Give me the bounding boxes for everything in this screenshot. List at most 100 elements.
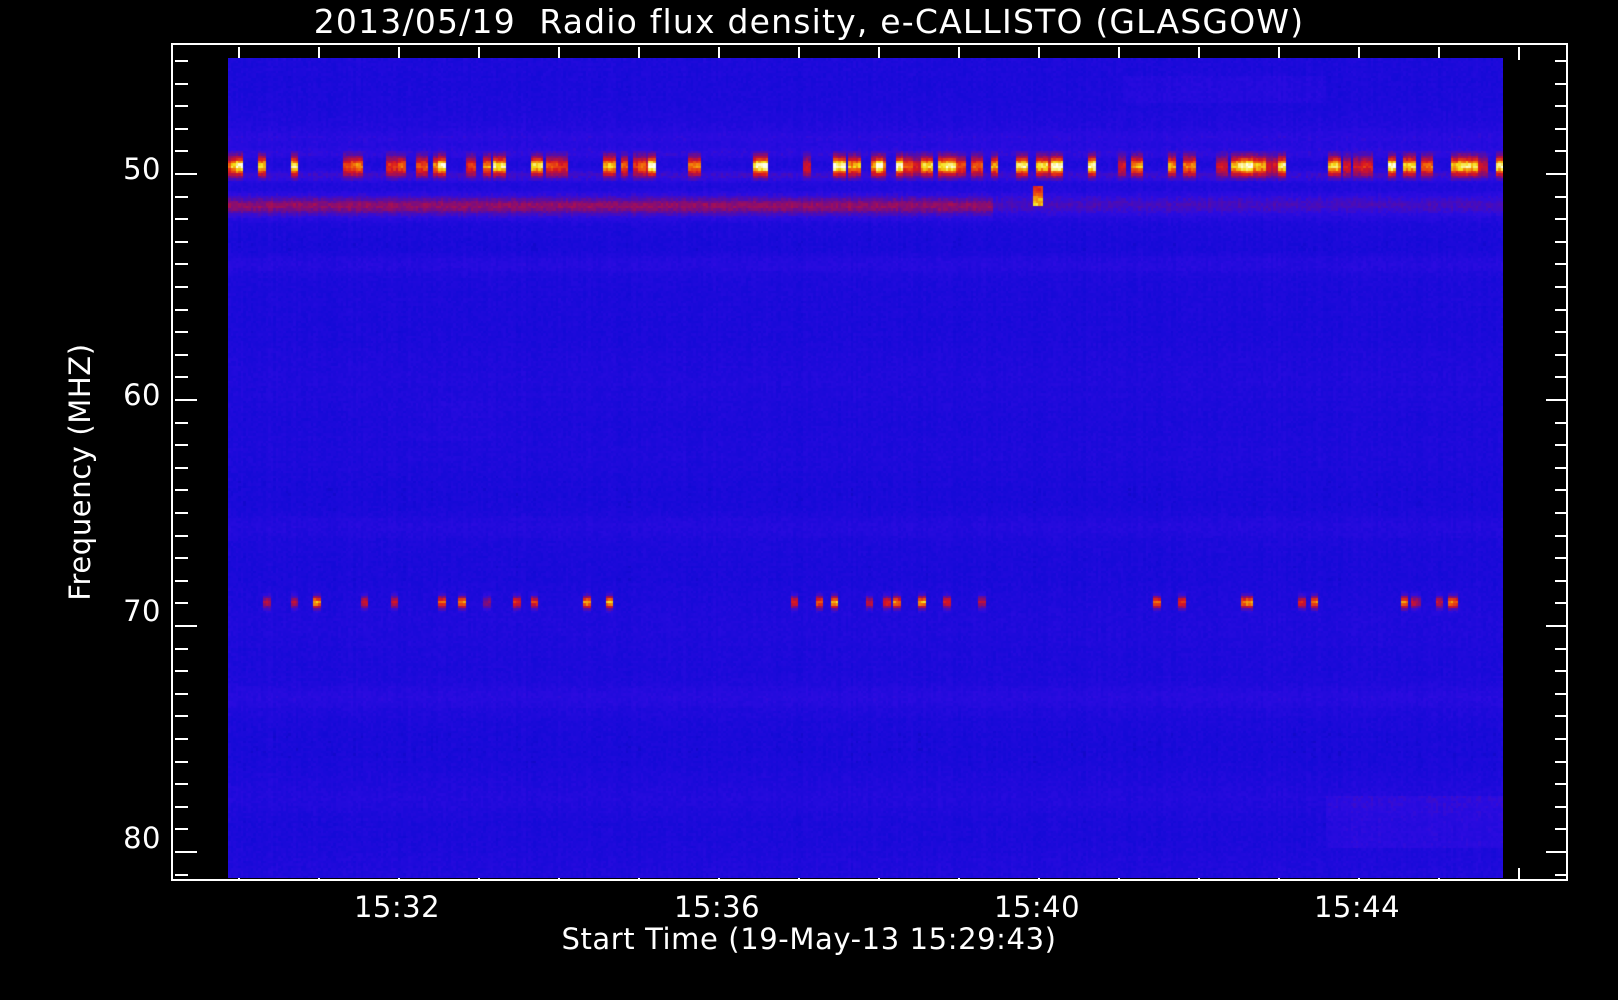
x-tick-top <box>1518 47 1520 60</box>
y-tick-right <box>1555 828 1568 831</box>
y-tick-right <box>1555 105 1568 108</box>
y-tick-left <box>175 692 188 695</box>
y-tick-left <box>175 579 188 582</box>
y-tick-left <box>175 625 197 627</box>
x-tick-top <box>1118 47 1120 60</box>
y-tick-right <box>1546 399 1568 401</box>
y-tick-left <box>175 466 188 469</box>
x-axis-title: Start Time (19-May-13 15:29:43) <box>561 922 1057 956</box>
y-tick-left <box>175 105 188 108</box>
y-tick-left <box>175 218 188 221</box>
y-tick-right <box>1555 534 1568 537</box>
y-tick-left <box>175 602 188 605</box>
y-tick-right <box>1555 557 1568 560</box>
y-tick-left <box>175 421 188 424</box>
y-tick-left <box>175 82 188 85</box>
y-tick-right <box>1555 512 1568 514</box>
y-tick-left <box>175 308 188 311</box>
y-tick-label: 50 <box>123 152 161 186</box>
figure-title: 2013/05/19 Radio flux density, e-CALLIST… <box>313 2 1305 41</box>
y-tick-left <box>175 873 188 876</box>
x-tick-top <box>798 47 800 60</box>
x-tick-top <box>238 47 240 60</box>
y-tick-left <box>175 851 197 853</box>
y-tick-left <box>175 127 188 130</box>
y-tick-right <box>1555 647 1568 650</box>
y-tick-right <box>1555 195 1568 198</box>
x-tick-top <box>318 47 320 60</box>
y-tick-left <box>175 805 188 808</box>
y-tick-right <box>1555 805 1568 808</box>
y-tick-label: 60 <box>123 378 161 412</box>
y-tick-left <box>175 353 188 356</box>
y-tick-right <box>1555 150 1568 153</box>
y-tick-right <box>1555 82 1568 85</box>
y-tick-left <box>175 150 188 153</box>
y-tick-right <box>1555 579 1568 582</box>
y-tick-right <box>1555 692 1568 695</box>
y-tick-right <box>1555 308 1568 311</box>
x-tick-top <box>1438 47 1440 60</box>
x-tick-top <box>878 47 880 60</box>
y-tick-right <box>1546 173 1568 175</box>
y-tick-left <box>175 715 188 718</box>
y-tick-right <box>1555 466 1568 469</box>
y-tick-right <box>1555 489 1568 492</box>
y-tick-right <box>1555 873 1568 876</box>
y-tick-label: 80 <box>123 821 161 855</box>
x-tick-top <box>638 47 640 60</box>
x-tick-top <box>958 47 960 60</box>
y-tick-right <box>1555 240 1568 243</box>
x-tick-top <box>1278 47 1280 60</box>
y-tick-right <box>1555 286 1568 288</box>
y-tick-left <box>175 738 188 740</box>
x-tick-top <box>1198 47 1200 60</box>
y-tick-left <box>175 760 188 763</box>
y-tick-right <box>1555 263 1568 266</box>
y-tick-left <box>175 670 188 673</box>
y-tick-left <box>175 557 188 560</box>
x-tick-label: 15:44 <box>1313 890 1401 924</box>
y-tick-left <box>175 489 188 492</box>
y-tick-right <box>1555 421 1568 424</box>
y-tick-right <box>1555 670 1568 673</box>
y-tick-right <box>1555 127 1568 130</box>
spectrogram-canvas <box>228 58 1503 878</box>
y-tick-left <box>175 173 197 175</box>
x-tick-top <box>558 47 560 60</box>
y-tick-left <box>175 828 188 831</box>
y-tick-right <box>1555 376 1568 379</box>
y-tick-right <box>1555 218 1568 221</box>
y-tick-left <box>175 60 188 62</box>
y-tick-left <box>175 376 188 379</box>
y-tick-right <box>1555 760 1568 763</box>
y-tick-left <box>175 286 188 288</box>
y-axis-title: Frequency (MHZ) <box>63 343 97 601</box>
y-tick-right <box>1555 602 1568 605</box>
y-tick-right <box>1555 331 1568 334</box>
y-tick-right <box>1555 353 1568 356</box>
y-tick-left <box>175 331 188 334</box>
y-tick-left <box>175 195 188 198</box>
y-tick-right <box>1555 715 1568 718</box>
y-tick-left <box>175 783 188 786</box>
y-tick-label: 70 <box>123 594 161 628</box>
y-tick-left <box>175 399 197 401</box>
x-tick-label: 15:36 <box>673 890 761 924</box>
x-tick-label: 15:32 <box>353 890 441 924</box>
y-tick-right <box>1555 444 1568 447</box>
y-tick-left <box>175 534 188 537</box>
y-tick-right <box>1546 851 1568 853</box>
y-tick-left <box>175 240 188 243</box>
y-tick-left <box>175 263 188 266</box>
x-tick-bottom <box>1518 868 1520 881</box>
spectrogram-raster <box>228 58 1503 878</box>
x-tick-label: 15:40 <box>993 890 1081 924</box>
y-tick-left <box>175 512 188 514</box>
y-tick-left <box>175 647 188 650</box>
x-tick-top <box>478 47 480 60</box>
y-tick-right <box>1546 625 1568 627</box>
y-tick-right <box>1555 783 1568 786</box>
y-tick-left <box>175 444 188 447</box>
y-tick-right <box>1555 738 1568 740</box>
